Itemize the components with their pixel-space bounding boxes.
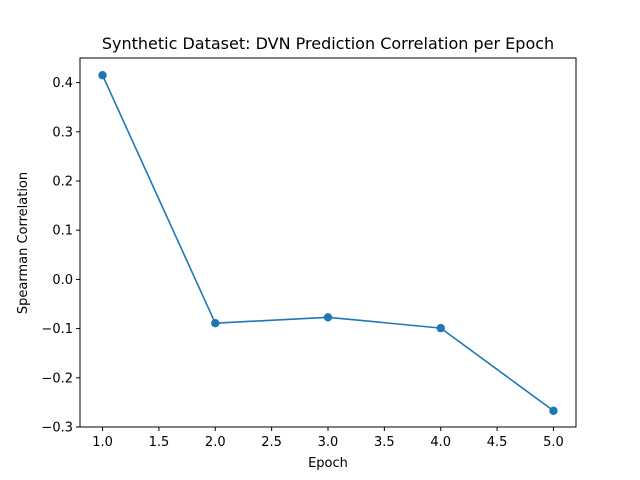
y-axis-label: Spearman Correlation: [16, 172, 31, 314]
data-point: [323, 313, 333, 322]
x-tick-label: 2.0: [205, 435, 226, 450]
x-tick-label: 1.0: [92, 435, 113, 450]
y-tick-label: 0.0: [52, 273, 73, 288]
x-tick-label: 4.0: [430, 435, 451, 450]
data-point: [549, 406, 558, 415]
x-tick-label: 3.0: [318, 435, 339, 450]
plot-area: [80, 58, 576, 427]
y-tick-label: 0.1: [52, 224, 73, 239]
data-point: [436, 323, 445, 333]
data-point: [98, 71, 107, 80]
series-layer: [98, 71, 558, 415]
x-axis-label: Epoch: [308, 456, 348, 471]
x-tick-label: 5.0: [543, 435, 564, 450]
y-tick-label: 0.3: [52, 125, 73, 140]
x-tick-label: 1.5: [149, 435, 170, 450]
y-tick-label: −0.2: [41, 371, 73, 386]
plot-frame: [79, 57, 577, 428]
y-tick-label: −0.1: [41, 322, 73, 337]
y-tick-label: 0.2: [52, 175, 73, 190]
x-tick-label: 3.5: [374, 435, 395, 450]
x-tick-label: 2.5: [261, 435, 282, 450]
y-tick-label: 0.4: [52, 76, 73, 91]
y-tick-label: −0.3: [41, 421, 73, 436]
data-point: [211, 318, 220, 328]
chart-title: Synthetic Dataset: DVN Prediction Correl…: [102, 34, 554, 53]
x-tick-label: 4.5: [487, 435, 508, 450]
x-axis-ticks: 1.0 1.5 2.0 2.5 3.0 3.5 4.0 4.5 5.0: [92, 427, 564, 450]
y-axis-ticks: −0.3 −0.2 −0.1 0.0 0.1 0.2 0.3 0.4: [41, 76, 80, 436]
